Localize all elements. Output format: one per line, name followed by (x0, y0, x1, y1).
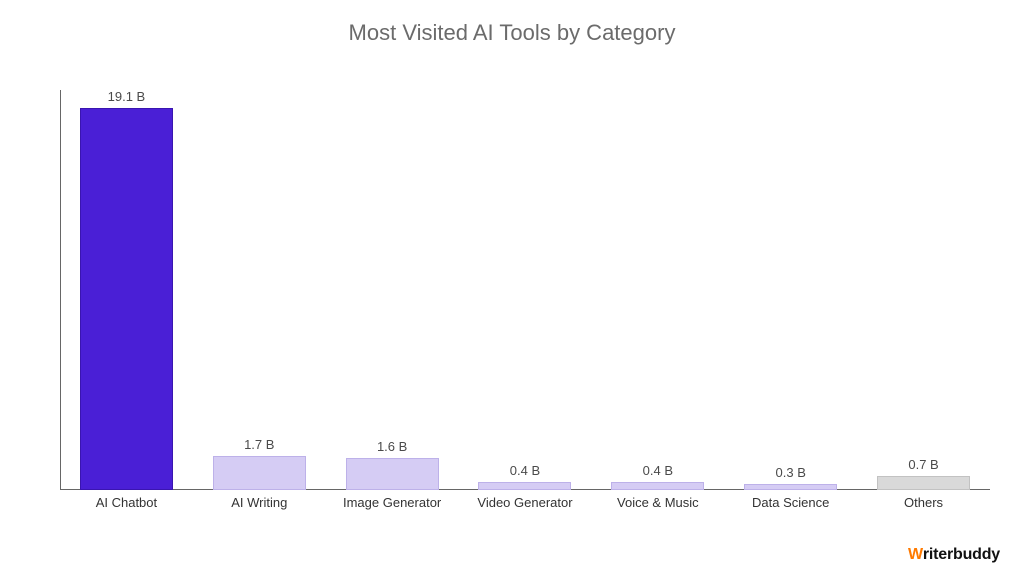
bar-value-label: 0.4 B (459, 463, 592, 478)
plot-area: 19.1 BAI Chatbot1.7 BAI Writing1.6 BImag… (60, 90, 990, 490)
bar-category-label: AI Writing (193, 490, 326, 511)
bar-group: 19.1 BAI Chatbot (60, 90, 193, 490)
bar-value-label: 0.3 B (724, 465, 857, 480)
bar-category-label: Data Science (724, 490, 857, 511)
bar-value-label: 19.1 B (60, 89, 193, 104)
bar (346, 458, 439, 490)
bar-value-label: 0.4 B (591, 463, 724, 478)
bar-value-label: 1.7 B (193, 437, 326, 452)
chart-title: Most Visited AI Tools by Category (0, 20, 1024, 46)
bar-group: 0.4 BVoice & Music (591, 90, 724, 490)
brand-text: riterbuddy (923, 546, 1000, 563)
chart-canvas: Most Visited AI Tools by Category Total … (0, 0, 1024, 576)
bar-group: 0.4 BVideo Generator (459, 90, 592, 490)
brand-accent-letter: W (908, 546, 923, 564)
bar (213, 456, 306, 490)
bar (877, 476, 970, 490)
bar-group: 0.3 BData Science (724, 90, 857, 490)
bar-category-label: Image Generator (326, 490, 459, 511)
bar-category-label: Voice & Music (591, 490, 724, 511)
bar-value-label: 0.7 B (857, 457, 990, 472)
brand-watermark: Writerbuddy (908, 546, 1000, 564)
bar (80, 108, 173, 490)
bar-group: 1.6 BImage Generator (326, 90, 459, 490)
bar-group: 0.7 BOthers (857, 90, 990, 490)
bar (611, 482, 704, 490)
bar-category-label: AI Chatbot (60, 490, 193, 511)
bar-value-label: 1.6 B (326, 439, 459, 454)
bar-group: 1.7 BAI Writing (193, 90, 326, 490)
bar-category-label: Video Generator (459, 490, 592, 511)
bar (478, 482, 571, 490)
bar-category-label: Others (857, 490, 990, 511)
